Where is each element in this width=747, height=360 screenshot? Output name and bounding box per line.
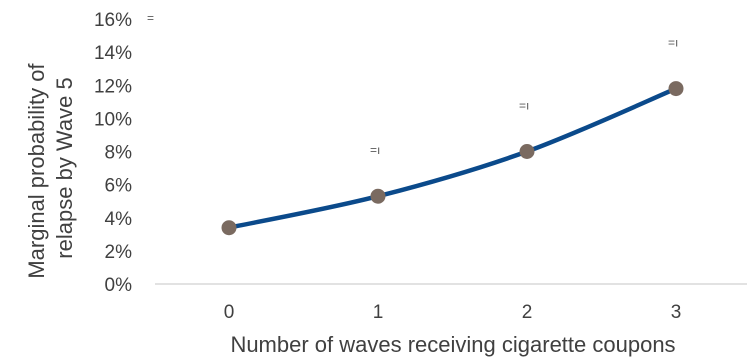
plot-area: =ı =ı =ı [221,36,684,236]
x-tick-label: 1 [373,302,384,323]
data-point [221,220,237,236]
x-tick-label: 3 [671,302,682,323]
data-point [519,144,535,159]
data-point [370,188,386,204]
y-axis-title: Marginal probability of relapse by Wave … [24,57,77,278]
x-ticks: 0 1 2 3 [224,302,682,323]
legend-fragment: = [147,11,154,25]
series-line [226,86,679,230]
y-tick-label: 14% [94,43,132,64]
data-label-fragment: =ı [370,143,380,157]
y-tick-label: 4% [105,209,133,230]
y-tick-label: 6% [105,176,133,197]
x-tick-label: 2 [522,302,533,323]
y-tick-label: 2% [105,242,133,263]
y-axis-title-line-1: Marginal probability of [24,63,49,279]
y-tick-label: 10% [94,109,132,130]
y-tick-label: 0% [105,275,133,296]
y-tick-label: 12% [94,76,132,97]
y-ticks: 0% 2% 4% 6% 8% 10% 12% 14% 16% [94,10,132,296]
data-point [668,81,684,97]
y-axis-title-line-2: relapse by Wave 5 [52,77,77,258]
data-label-fragment: =ı [519,99,529,113]
x-axis-title: Number of waves receiving cigarette coup… [230,332,675,357]
y-tick-label: 16% [94,10,132,31]
data-label-fragment: =ı [668,36,678,50]
x-tick-label: 0 [224,302,235,323]
y-tick-label: 8% [105,143,133,164]
